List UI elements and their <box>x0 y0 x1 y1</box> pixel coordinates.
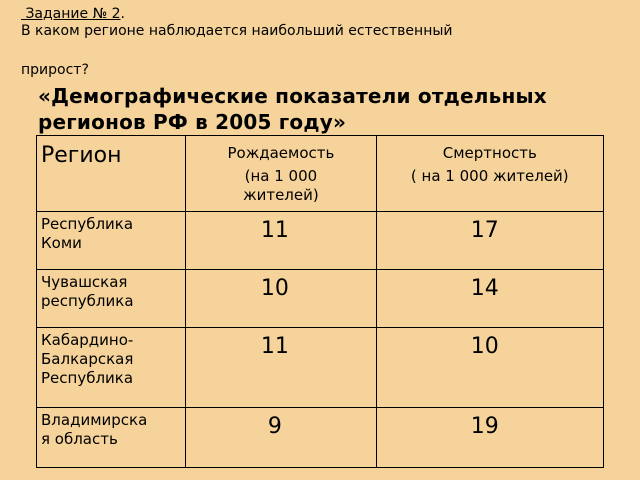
table-row: Чувашская республика 10 14 <box>35 269 605 328</box>
region-name-line1: Чувашская <box>41 273 128 291</box>
region-name-line2: Коми <box>41 234 82 252</box>
birth-rate-cell: 9 <box>185 407 377 468</box>
table-row: Кабардино- Балкарская Республика 11 10 <box>35 327 605 408</box>
birth-rate-cell: 11 <box>185 211 377 270</box>
region-cell: Кабардино- Балкарская Республика <box>35 327 187 408</box>
header-death-rate: Смертность ( на 1 000 жителей) <box>375 135 605 212</box>
task-title-suffix: . <box>120 6 125 22</box>
death-rate-cell: 19 <box>375 407 605 468</box>
task-question: В каком регионе наблюдается наибольший е… <box>21 23 453 39</box>
death-rate-cell: 17 <box>375 211 605 270</box>
region-name-line2: Балкарская <box>41 350 134 368</box>
task-question-line2: прирост? <box>21 62 89 78</box>
region-name-line1: Республика <box>41 215 134 233</box>
header-region-label: Регион <box>41 143 122 168</box>
header-death-unit: ( на 1 000 жителей) <box>410 167 569 185</box>
region-name-line2: я область <box>41 430 118 448</box>
region-name-line3: Республика <box>41 369 134 387</box>
header-region: Регион <box>35 135 187 212</box>
header-death-label: Смертность <box>442 144 537 162</box>
death-rate-cell: 10 <box>375 327 605 408</box>
region-name-line1: Кабардино- <box>41 331 134 349</box>
header-birth-unit-line2: жителей) <box>243 186 319 204</box>
region-cell: Чувашская республика <box>35 269 187 328</box>
birth-rate-cell: 10 <box>185 269 377 328</box>
death-rate-cell: 14 <box>375 269 605 328</box>
birth-rate-cell: 11 <box>185 327 377 408</box>
table-heading-line2: регионов РФ в 2005 году» <box>38 110 347 134</box>
table-heading: «Демографические показатели отдельных ре… <box>38 83 618 135</box>
header-birth-unit-line1: (на 1 000 <box>244 167 318 185</box>
table-row: Владимирска я область 9 19 <box>35 407 605 468</box>
table-heading-line1: «Демографические показатели отдельных <box>38 84 547 108</box>
region-name-line1: Владимирска <box>41 411 148 429</box>
region-cell: Владимирска я область <box>35 407 187 468</box>
table-header-row: Регион Рождаемость (на 1 000 жителей) См… <box>35 135 605 212</box>
table-row: Республика Коми 11 17 <box>35 211 605 270</box>
header-birth-rate: Рождаемость (на 1 000 жителей) <box>185 135 377 212</box>
task-title-text: Задание № 2 <box>21 6 121 22</box>
task-title: Задание № 2. <box>21 6 621 23</box>
header-birth-label: Рождаемость <box>227 144 335 162</box>
region-cell: Республика Коми <box>35 211 187 270</box>
demographics-table: Регион Рождаемость (на 1 000 жителей) См… <box>35 135 605 468</box>
region-name-line2: республика <box>41 292 134 310</box>
task-header: Задание № 2. В каком регионе наблюдается… <box>21 6 621 40</box>
